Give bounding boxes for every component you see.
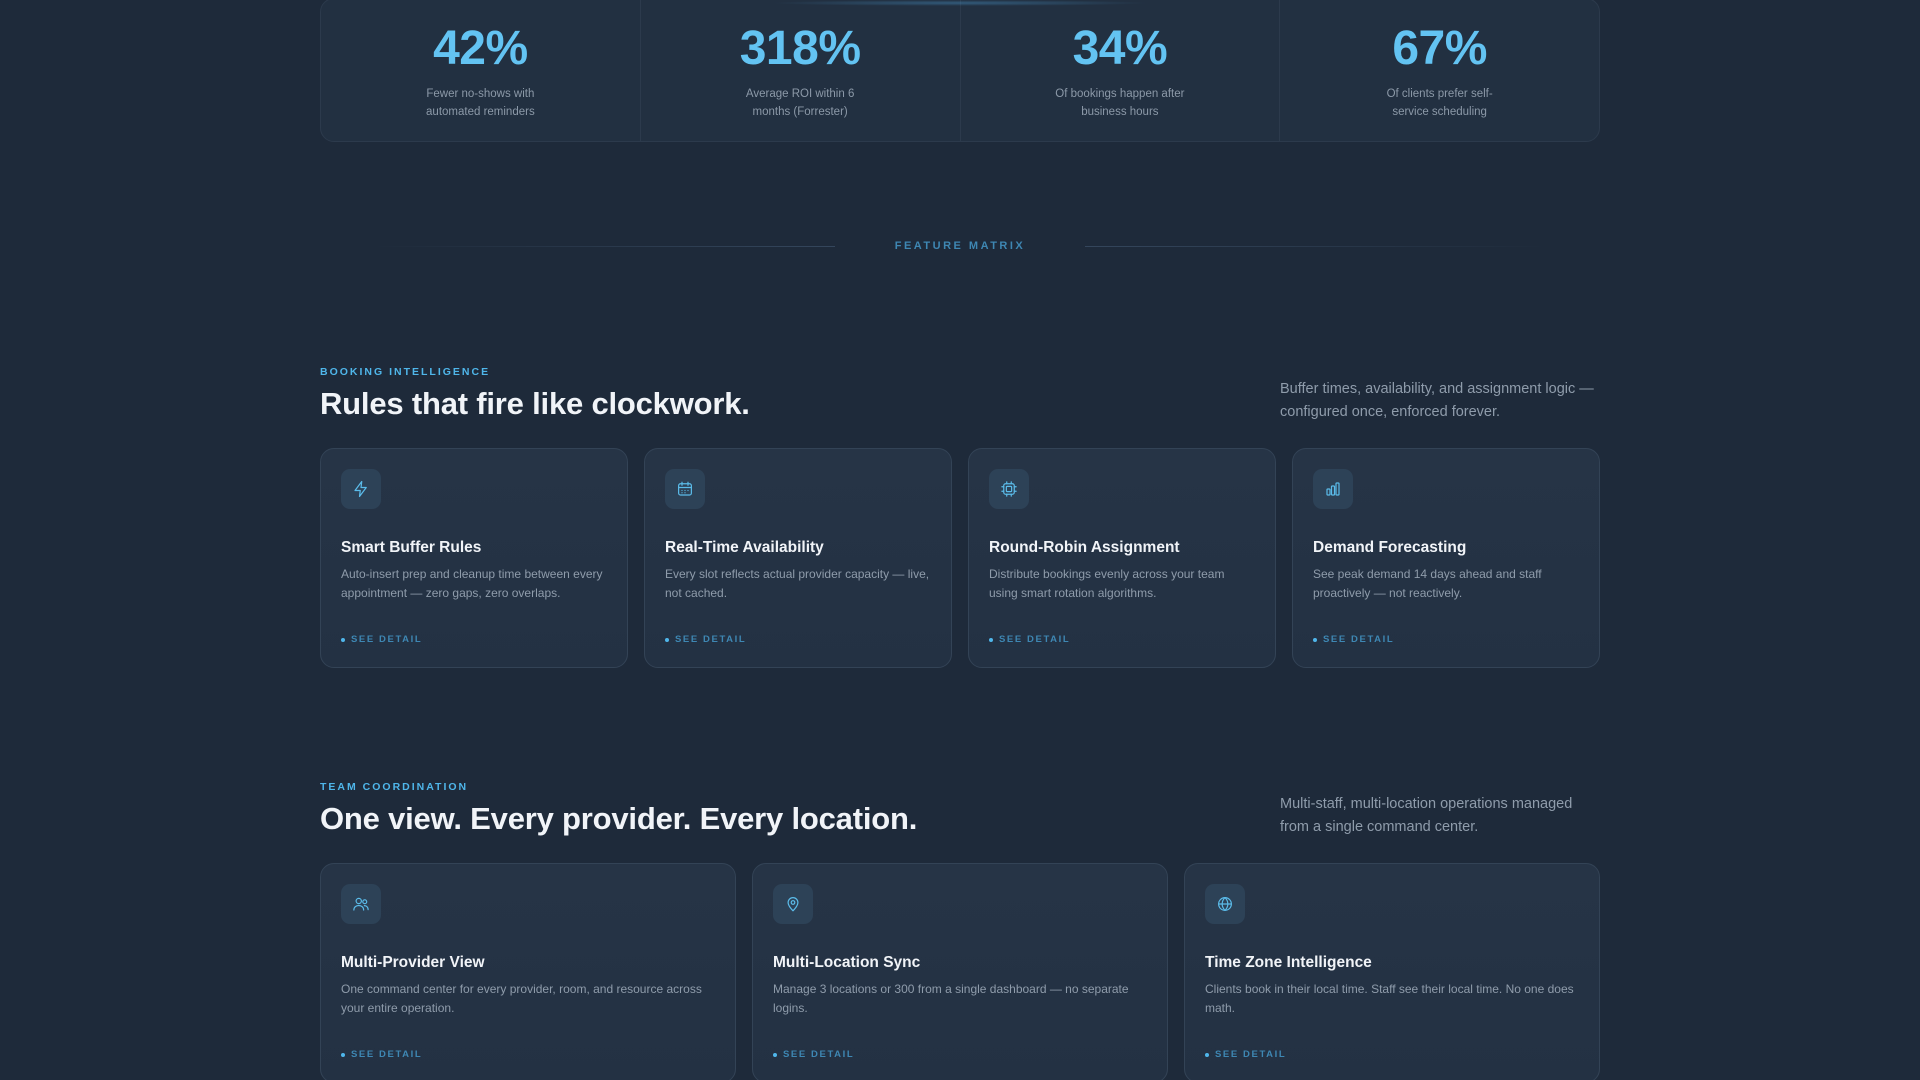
section-description: Buffer times, availability, and assignme… — [1280, 381, 1594, 420]
feature-card-demand-forecasting[interactable]: Demand Forecasting See peak demand 14 da… — [1292, 448, 1600, 668]
card-description: Manage 3 locations or 300 from a single … — [773, 982, 1129, 1015]
stat-value: 42% — [433, 22, 528, 75]
globe-icon — [1205, 884, 1245, 924]
feature-matrix-divider: FEATURE MATRIX — [370, 238, 1550, 254]
card-title: Round-Robin Assignment — [989, 539, 1180, 556]
divider-line-left — [370, 245, 835, 247]
card-description: Clients book in their local time. Staff … — [1205, 982, 1574, 1015]
map-pin-icon — [773, 884, 813, 924]
see-detail-link[interactable]: SEE DETAIL — [665, 634, 746, 645]
card-title: Multi-Location Sync — [773, 954, 921, 971]
card-description: Every slot reflects actual provider capa… — [665, 567, 930, 600]
card-description: Auto-insert prep and cleanup time betwee… — [341, 567, 603, 600]
feature-matrix-label: FEATURE MATRIX — [894, 240, 1026, 252]
card-title: Demand Forecasting — [1313, 539, 1467, 556]
dot-icon — [773, 1052, 777, 1057]
feature-card-real-time-availability[interactable]: Real-Time Availability Every slot reflec… — [644, 448, 952, 668]
see-detail-label: SEE DETAIL — [351, 634, 423, 645]
feature-card-multi-location-sync[interactable]: Multi-Location Sync Manage 3 locations o… — [752, 863, 1168, 1080]
stat-value: 318% — [739, 22, 861, 75]
chip-icon — [989, 469, 1029, 509]
dot-icon — [341, 637, 345, 642]
stat-value: 67% — [1392, 22, 1487, 75]
feature-card-grid: Smart Buffer Rules Auto-insert prep and … — [320, 448, 1600, 668]
divider-line-right — [1085, 245, 1550, 247]
see-detail-label: SEE DETAIL — [1323, 634, 1395, 645]
section-heading: One view. Every provider. Every location… — [320, 801, 918, 836]
team-coordination-section: TEAM COORDINATION One view. Every provid… — [320, 781, 1600, 1080]
calendar-icon — [665, 469, 705, 509]
stat-description: Of clients prefer self-service schedulin… — [1386, 88, 1493, 118]
feature-card-multi-provider-view[interactable]: Multi-Provider View One command center f… — [320, 863, 736, 1080]
stat-description: Fewer no-shows with automated reminders — [426, 88, 535, 118]
dot-icon — [989, 637, 993, 642]
feature-card-time-zone-intelligence[interactable]: Time Zone Intelligence Clients book in t… — [1184, 863, 1600, 1080]
see-detail-label: SEE DETAIL — [783, 1049, 855, 1060]
section-eyebrow: BOOKING INTELLIGENCE — [320, 366, 491, 378]
booking-intelligence-section: BOOKING INTELLIGENCE Rules that fire lik… — [320, 366, 1600, 668]
card-description: One command center for every provider, r… — [341, 982, 702, 1015]
stat-item: 42% Fewer no-shows with automated remind… — [321, 0, 641, 141]
see-detail-link[interactable]: SEE DETAIL — [773, 1049, 854, 1060]
stat-description: Average ROI within 6 months (Forrester) — [745, 88, 855, 118]
see-detail-label: SEE DETAIL — [351, 1049, 423, 1060]
card-title: Time Zone Intelligence — [1205, 954, 1372, 971]
see-detail-link[interactable]: SEE DETAIL — [341, 634, 422, 645]
stat-description: Of bookings happen after business hours — [1055, 88, 1185, 118]
see-detail-label: SEE DETAIL — [675, 634, 747, 645]
users-icon — [341, 884, 381, 924]
see-detail-link[interactable]: SEE DETAIL — [1205, 1049, 1286, 1060]
card-description: See peak demand 14 days ahead and staff … — [1313, 567, 1542, 600]
section-eyebrow: TEAM COORDINATION — [320, 781, 469, 793]
see-detail-link[interactable]: SEE DETAIL — [1313, 634, 1394, 645]
card-title: Multi-Provider View — [341, 954, 485, 971]
section-description: Multi-staff, multi-location operations m… — [1280, 796, 1573, 835]
stat-item: 318% Average ROI within 6 months (Forres… — [641, 0, 961, 141]
see-detail-link[interactable]: SEE DETAIL — [989, 634, 1070, 645]
lightning-icon — [341, 469, 381, 509]
see-detail-link[interactable]: SEE DETAIL — [341, 1049, 422, 1060]
card-title: Real-Time Availability — [665, 539, 824, 556]
feature-card-smart-buffer-rules[interactable]: Smart Buffer Rules Auto-insert prep and … — [320, 448, 628, 668]
dot-icon — [341, 1052, 345, 1057]
feature-card-round-robin-assignment[interactable]: Round-Robin Assignment Distribute bookin… — [968, 448, 1276, 668]
dot-icon — [665, 637, 669, 642]
card-description: Distribute bookings evenly across your t… — [989, 567, 1225, 600]
stat-item: 34% Of bookings happen after business ho… — [961, 0, 1281, 141]
bar-chart-icon — [1313, 469, 1353, 509]
stats-glow — [770, 0, 1150, 6]
see-detail-label: SEE DETAIL — [999, 634, 1071, 645]
stats-strip: 42% Fewer no-shows with automated remind… — [320, 0, 1600, 142]
dot-icon — [1205, 1052, 1209, 1057]
section-heading: Rules that fire like clockwork. — [320, 386, 750, 421]
stat-item: 67% Of clients prefer self-service sched… — [1280, 0, 1599, 141]
card-title: Smart Buffer Rules — [341, 539, 482, 556]
stat-value: 34% — [1072, 22, 1168, 75]
see-detail-label: SEE DETAIL — [1215, 1049, 1287, 1060]
feature-card-grid: Multi-Provider View One command center f… — [320, 863, 1600, 1080]
dot-icon — [1313, 637, 1317, 642]
